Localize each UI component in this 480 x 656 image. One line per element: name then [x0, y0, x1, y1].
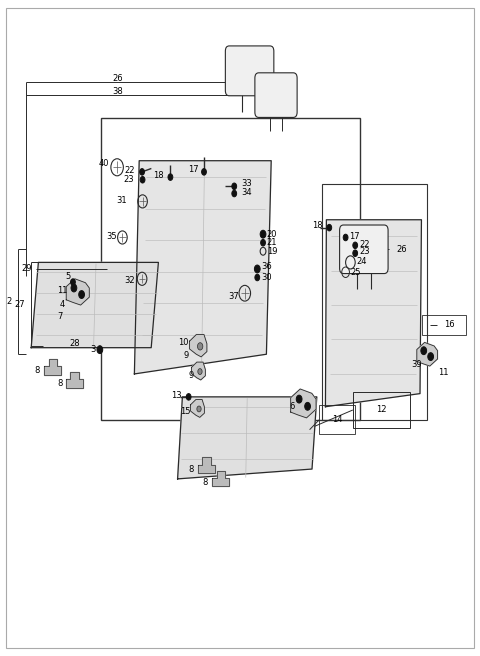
- Text: 35: 35: [106, 232, 117, 241]
- Text: 36: 36: [261, 262, 272, 271]
- Circle shape: [296, 395, 302, 403]
- Text: 9: 9: [188, 371, 193, 380]
- Text: 25: 25: [350, 268, 361, 277]
- Circle shape: [197, 342, 203, 350]
- Text: 10: 10: [178, 338, 189, 347]
- Text: 11: 11: [57, 286, 67, 295]
- Polygon shape: [198, 457, 215, 474]
- Text: 40: 40: [99, 159, 109, 169]
- Circle shape: [202, 169, 206, 175]
- Text: 8: 8: [34, 366, 39, 375]
- Text: 7: 7: [57, 312, 62, 321]
- Circle shape: [261, 239, 265, 246]
- FancyBboxPatch shape: [340, 225, 388, 274]
- Circle shape: [198, 369, 202, 375]
- Text: 9: 9: [183, 351, 189, 360]
- Circle shape: [71, 279, 75, 285]
- Text: 22: 22: [124, 166, 134, 175]
- Text: 18: 18: [312, 221, 323, 230]
- Circle shape: [260, 230, 266, 238]
- Text: 31: 31: [117, 195, 127, 205]
- Text: 18: 18: [154, 171, 164, 180]
- Polygon shape: [417, 342, 438, 366]
- Circle shape: [353, 242, 358, 249]
- Text: 37: 37: [228, 292, 239, 301]
- Polygon shape: [66, 279, 89, 305]
- Text: 33: 33: [241, 179, 252, 188]
- Polygon shape: [190, 335, 207, 357]
- Polygon shape: [44, 359, 61, 375]
- Text: 19: 19: [267, 247, 277, 256]
- Text: 16: 16: [444, 320, 455, 329]
- Text: 17: 17: [349, 232, 360, 241]
- Circle shape: [168, 174, 173, 180]
- Circle shape: [255, 274, 260, 281]
- Text: 28: 28: [69, 338, 80, 348]
- Polygon shape: [192, 362, 205, 380]
- FancyBboxPatch shape: [255, 73, 297, 117]
- Text: 14: 14: [332, 415, 342, 424]
- Text: 4: 4: [60, 300, 65, 309]
- Text: 2: 2: [7, 297, 12, 306]
- Text: 32: 32: [125, 276, 135, 285]
- Text: 34: 34: [241, 188, 252, 197]
- Circle shape: [140, 176, 145, 183]
- Text: 29: 29: [22, 264, 32, 274]
- Polygon shape: [325, 220, 421, 407]
- Text: 6: 6: [290, 402, 295, 411]
- Circle shape: [71, 284, 77, 292]
- Text: 12: 12: [376, 405, 387, 415]
- Circle shape: [140, 169, 144, 175]
- Circle shape: [254, 265, 260, 273]
- Bar: [422, 315, 466, 335]
- Circle shape: [305, 402, 311, 410]
- Text: 3: 3: [91, 345, 96, 354]
- Circle shape: [327, 224, 332, 231]
- Text: 13: 13: [171, 391, 181, 400]
- Text: 39: 39: [411, 359, 421, 369]
- Circle shape: [343, 234, 348, 241]
- Text: 23: 23: [359, 247, 370, 256]
- Text: 15: 15: [180, 407, 191, 417]
- Polygon shape: [291, 389, 316, 418]
- Circle shape: [232, 190, 237, 197]
- Circle shape: [197, 406, 201, 412]
- Text: 20: 20: [267, 230, 277, 239]
- Circle shape: [428, 353, 433, 361]
- Circle shape: [421, 347, 427, 355]
- Circle shape: [232, 183, 237, 190]
- Bar: [353, 392, 410, 428]
- Text: 26: 26: [112, 74, 123, 83]
- Text: 22: 22: [359, 239, 370, 249]
- Circle shape: [353, 250, 358, 256]
- Polygon shape: [134, 161, 271, 374]
- Polygon shape: [212, 470, 229, 487]
- Text: 5: 5: [66, 272, 71, 281]
- Text: 11: 11: [438, 368, 448, 377]
- Text: 38: 38: [112, 87, 123, 96]
- Polygon shape: [178, 397, 317, 479]
- Text: 23: 23: [124, 175, 134, 184]
- Bar: [101, 118, 360, 420]
- Circle shape: [79, 291, 84, 298]
- Text: 8: 8: [203, 478, 208, 487]
- Text: 21: 21: [267, 238, 277, 247]
- Polygon shape: [31, 262, 158, 348]
- Circle shape: [97, 346, 103, 354]
- Text: 27: 27: [14, 300, 25, 309]
- Bar: [322, 184, 427, 420]
- Text: 24: 24: [356, 257, 367, 266]
- Polygon shape: [66, 372, 83, 388]
- Text: 8: 8: [188, 464, 193, 474]
- FancyBboxPatch shape: [226, 46, 274, 96]
- Text: 26: 26: [396, 245, 407, 254]
- Text: 30: 30: [261, 273, 272, 282]
- Polygon shape: [191, 400, 204, 417]
- Circle shape: [186, 394, 191, 400]
- Text: 8: 8: [57, 379, 62, 388]
- Text: 17: 17: [189, 165, 199, 174]
- Bar: [319, 405, 355, 434]
